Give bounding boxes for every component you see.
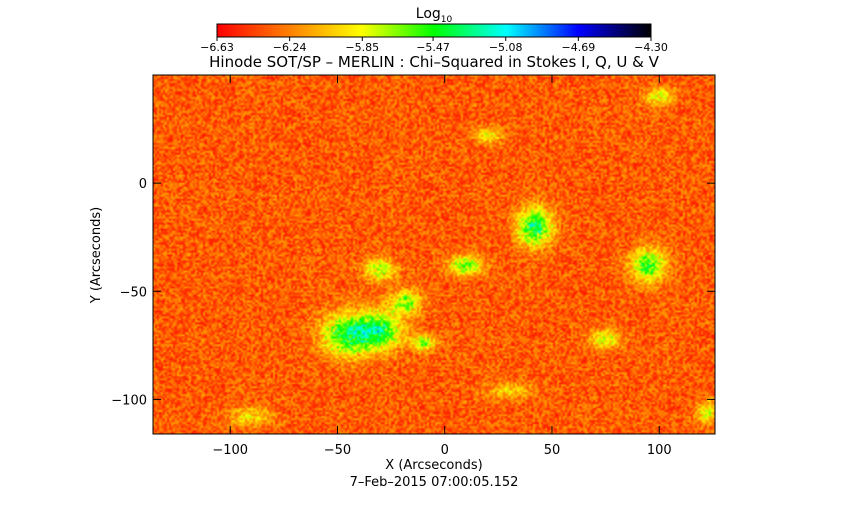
y-tick-label: 0 (139, 177, 147, 192)
colorbar-tick-label: −5.08 (489, 41, 523, 54)
colorbar-ticks: −6.63 −6.24 −5.85 −5.47 −5.08 −4.69 −4.30 (200, 37, 668, 54)
colorbar-tick-label: −6.63 (200, 41, 234, 54)
y-axis-ticks: −100 −50 0 (111, 177, 715, 408)
x-tick-label: 100 (647, 443, 672, 458)
x-tick-label: −100 (212, 443, 248, 458)
colorbar-label-subscript: 10 (441, 15, 453, 25)
colorbar-tick-label: −5.47 (416, 41, 450, 54)
chart-title: Hinode SOT/SP – MERLIN : Chi–Squared in … (209, 53, 659, 71)
plot-frame (152, 74, 716, 435)
colorbar-tick-label: −6.24 (273, 41, 307, 54)
y-tick-label: −100 (111, 393, 147, 408)
colorbar-tick-label: −4.69 (561, 41, 595, 54)
x-tick-label: 0 (441, 443, 449, 458)
x-axis-ticks: −100 −50 0 50 100 (212, 75, 672, 458)
x-axis-label: X (Arcseconds) (385, 458, 482, 473)
colorbar-tick-label: −4.30 (634, 41, 668, 54)
colorbar-tick-label: −5.85 (345, 41, 379, 54)
x-tick-label: −50 (324, 443, 351, 458)
heatmap-image (153, 75, 715, 434)
y-axis-label: Y (Arcseconds) (89, 207, 104, 304)
timestamp: 7–Feb–2015 07:00:05.152 (350, 475, 519, 490)
x-tick-label: 50 (544, 443, 561, 458)
colorbar-label: Log10 (416, 6, 453, 25)
plot-area (152, 74, 716, 435)
y-tick-label: −50 (120, 285, 147, 300)
colorbar (216, 23, 652, 38)
